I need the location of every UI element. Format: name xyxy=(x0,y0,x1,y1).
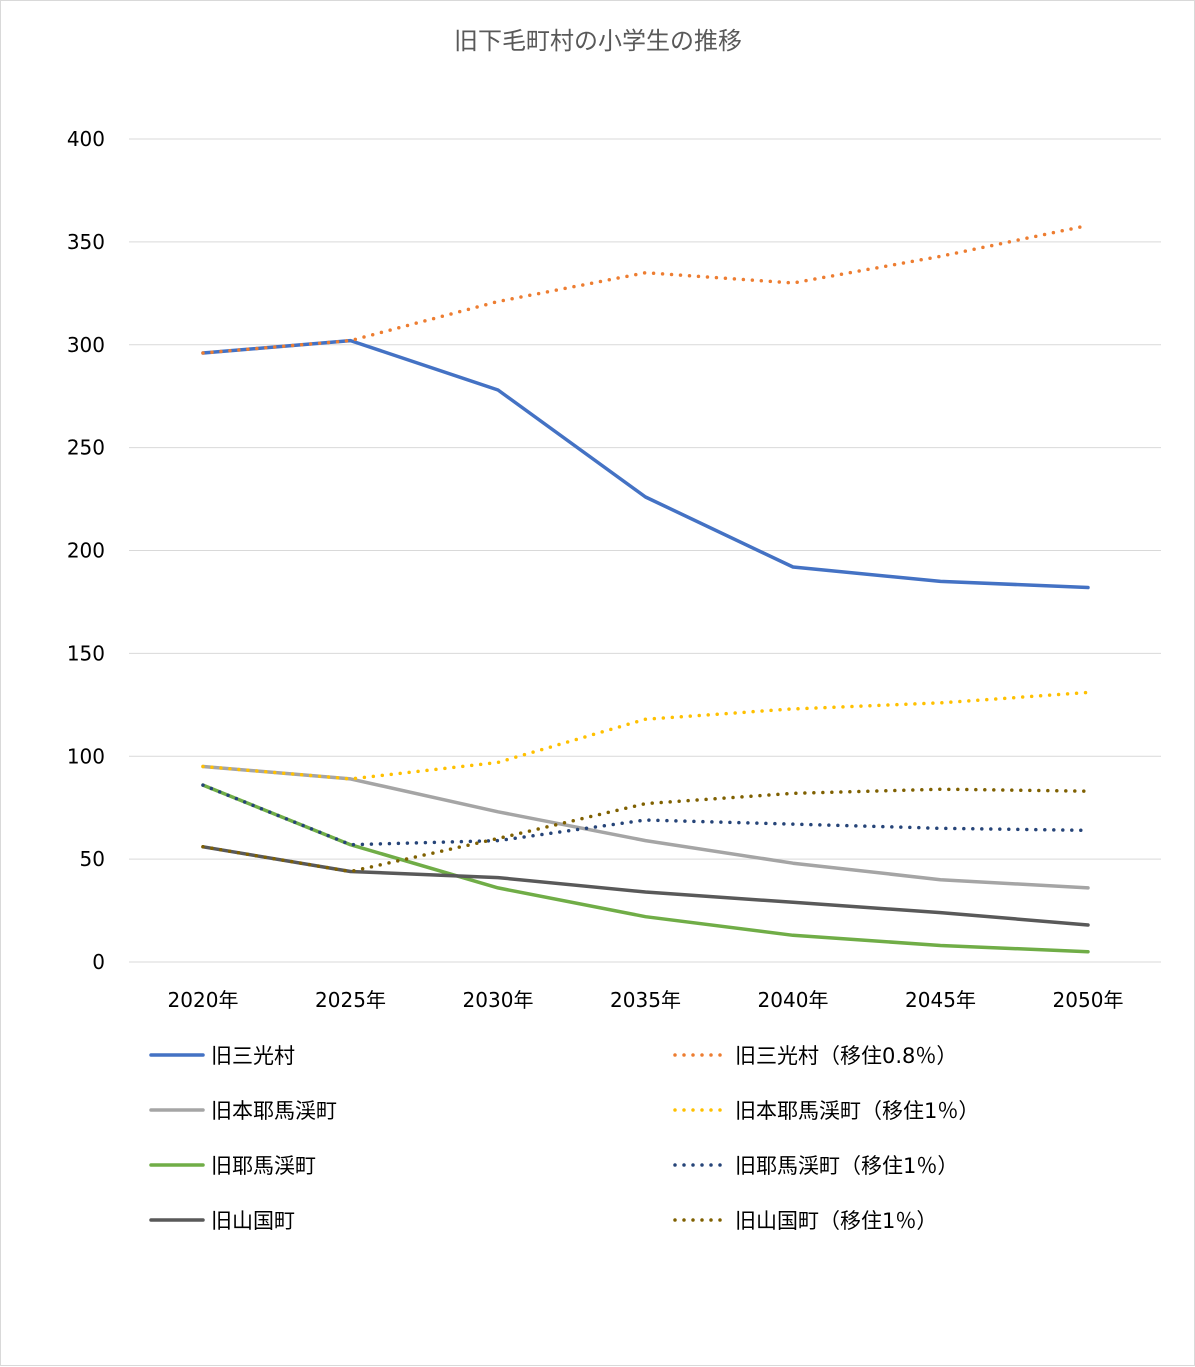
x-axis-ticks: 2020年 2025年 2030年 2035年 2040年 2045年 2050年 xyxy=(168,988,1124,1012)
y-axis-ticks: 0 50 100 150 200 250 300 350 400 xyxy=(67,127,105,974)
x-tick-label: 2035年 xyxy=(610,988,681,1012)
y-tick-label: 150 xyxy=(67,641,105,665)
y-tick-label: 200 xyxy=(67,539,105,563)
legend-item-5: 旧耶馬渓町（移住1％） xyxy=(673,1154,958,1178)
legend-item-6: 旧山国町 xyxy=(149,1209,295,1233)
y-tick-label: 250 xyxy=(67,436,105,460)
legend-label: 旧三光村 xyxy=(211,1044,295,1068)
y-tick-label: 350 xyxy=(67,230,105,254)
y-tick-label: 0 xyxy=(92,950,105,974)
legend-label: 旧三光村（移住0.8％） xyxy=(735,1044,957,1068)
x-tick-label: 2030年 xyxy=(463,988,534,1012)
chart-title: 旧下毛町村の小学生の推移 xyxy=(454,27,742,55)
gridlines xyxy=(129,138,1161,963)
series-line-0 xyxy=(201,338,1090,590)
legend-item-7: 旧山国町（移住1％） xyxy=(673,1209,937,1233)
series-line-7 xyxy=(201,787,1090,874)
legend-item-0: 旧三光村 xyxy=(149,1044,295,1068)
x-tick-label: 2045年 xyxy=(905,988,976,1012)
y-tick-label: 50 xyxy=(80,847,105,871)
series-line-2 xyxy=(201,764,1090,890)
legend-item-2: 旧本耶馬渓町 xyxy=(149,1099,337,1123)
series-line-6 xyxy=(201,845,1090,927)
y-tick-label: 300 xyxy=(67,333,105,357)
legend-item-3: 旧本耶馬渓町（移住1％） xyxy=(673,1099,979,1123)
x-tick-label: 2050年 xyxy=(1053,988,1124,1012)
legend-label: 旧耶馬渓町 xyxy=(211,1154,316,1178)
legend-label: 旧山国町 xyxy=(211,1209,295,1233)
legend-item-1: 旧三光村（移住0.8％） xyxy=(673,1044,957,1068)
x-tick-label: 2025年 xyxy=(315,988,386,1012)
series-line-1 xyxy=(201,223,1090,355)
legend-label: 旧耶馬渓町（移住1％） xyxy=(735,1154,958,1178)
y-tick-label: 100 xyxy=(67,744,105,768)
legend-label: 旧本耶馬渓町 xyxy=(211,1099,337,1123)
series-line-3 xyxy=(201,690,1090,781)
legend-item-4: 旧耶馬渓町 xyxy=(149,1154,316,1178)
y-tick-label: 400 xyxy=(67,127,105,151)
x-tick-label: 2040年 xyxy=(758,988,829,1012)
x-tick-label: 2020年 xyxy=(168,988,239,1012)
legend-label: 旧山国町（移住1％） xyxy=(735,1209,937,1233)
series-lines xyxy=(201,223,1090,954)
series-line-4 xyxy=(201,783,1090,954)
legend-label: 旧本耶馬渓町（移住1％） xyxy=(735,1099,979,1123)
legend: 旧三光村 旧三光村（移住0.8％）旧本耶馬渓町 旧本耶馬渓町（移住1％）旧耶馬渓町旧… xyxy=(149,1044,979,1233)
series-line-5 xyxy=(201,783,1090,847)
